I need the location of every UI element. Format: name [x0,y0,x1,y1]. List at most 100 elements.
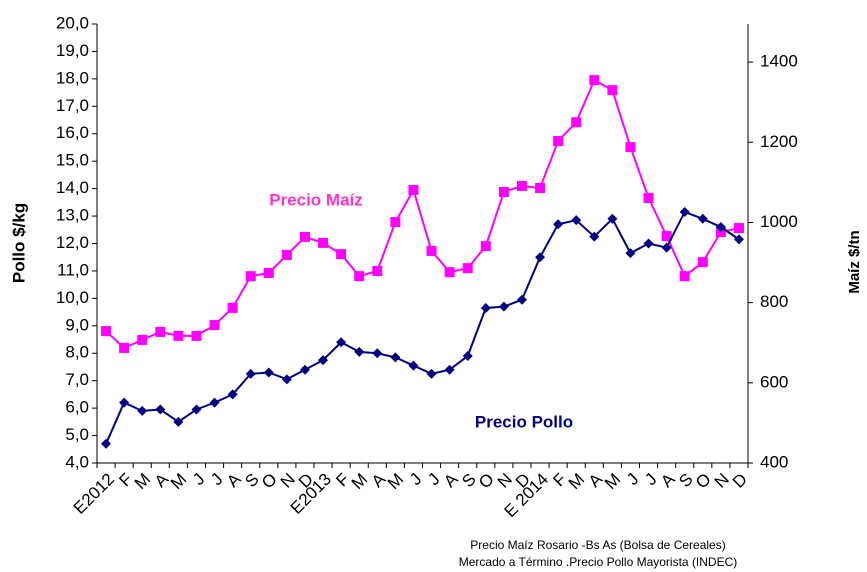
marker [318,237,329,248]
source-note: Precio Maíz Rosario -Bs As (Bolsa de Cer… [470,538,725,552]
y-tick-label: 4,0 [65,452,89,471]
x-tick-label: D [729,470,751,492]
marker [390,352,401,363]
marker [444,364,455,375]
marker [553,136,564,147]
y2-tick-label: 1400 [760,52,798,71]
marker [227,389,238,400]
x-tick-label: J [623,470,642,489]
y2-axis-title: Maíz $/tn [846,230,863,293]
y-tick-label: 10,0 [56,288,89,307]
marker [155,326,166,337]
marker [101,326,112,337]
marker [299,364,310,375]
marker [281,374,292,385]
marker [607,85,618,96]
x-tick-label: O [692,470,715,493]
marker [372,265,383,276]
marker [426,245,437,256]
y-tick-label: 18,0 [56,68,89,87]
marker [733,223,744,234]
marker [462,263,473,274]
y-axis-title: Pollo $/kg [9,203,28,283]
marker [173,330,184,341]
x-tick-label: N [494,470,516,492]
y-tick-label: 8,0 [65,343,89,362]
marker [245,271,256,282]
y-tick-label: 13,0 [56,206,89,225]
marker [679,206,690,217]
x-tick-label: J [406,470,425,489]
marker [191,404,202,415]
x-tick-label: M [601,470,624,493]
y-tick-label: 19,0 [56,41,89,60]
x-tick-label: M [348,470,371,493]
marker [661,242,672,253]
x-tick-label: M [131,470,154,493]
y-tick-label: 14,0 [56,178,89,197]
marker [173,416,184,427]
marker [299,231,310,242]
x-tick-label: J [189,470,208,489]
y2-tick-label: 600 [760,372,788,391]
x-tick-label: O [258,470,281,493]
marker [462,350,473,361]
marker [354,271,365,282]
marker [661,231,672,242]
annotation: Precio Pollo [475,412,573,431]
y-tick-label: 6,0 [65,398,89,417]
marker [715,222,726,233]
marker [643,238,654,249]
y-tick-label: 7,0 [65,370,89,389]
y-tick-label: 11,0 [57,260,89,279]
y-tick-label: 15,0 [56,151,89,170]
x-tick-label: N [277,470,299,492]
marker [263,267,274,278]
marker [571,215,582,226]
y-tick-label: 16,0 [56,123,89,142]
y2-tick-label: 400 [760,452,788,471]
marker [679,271,690,282]
x-tick-label: M [565,470,588,493]
marker [625,142,636,153]
marker [516,180,527,191]
y-tick-label: 5,0 [65,425,89,444]
x-tick-label: E2012 [70,470,118,518]
marker [733,234,744,245]
marker [408,360,419,371]
marker [697,257,708,268]
marker [245,368,256,379]
source-note: Mercado a Término .Precio Pollo Mayorist… [459,555,738,569]
marker [119,397,130,408]
annotation: Precio Maíz [269,190,363,209]
series-line [105,78,740,350]
y-tick-label: 9,0 [65,315,89,334]
marker [589,75,600,86]
marker [697,213,708,224]
marker [498,301,509,312]
marker [209,320,220,331]
x-tick-label: A [657,469,679,491]
marker [498,186,509,197]
marker [444,267,455,278]
marker [119,342,130,353]
marker [408,184,419,195]
y2-tick-label: 1200 [760,132,798,151]
marker [571,117,582,128]
marker [535,182,546,193]
y-tick-label: 12,0 [56,233,89,252]
y-tick-label: 17,0 [56,96,89,115]
y2-tick-label: 800 [760,292,788,311]
marker [336,249,347,260]
x-tick-label: A [223,469,245,491]
x-tick-label: M [384,470,407,493]
y2-tick-label: 1000 [760,212,798,231]
marker [535,252,546,263]
marker [263,367,274,378]
marker [480,302,491,313]
x-tick-label: M [167,470,190,493]
marker [607,213,618,224]
marker [426,368,437,379]
marker [516,294,527,305]
